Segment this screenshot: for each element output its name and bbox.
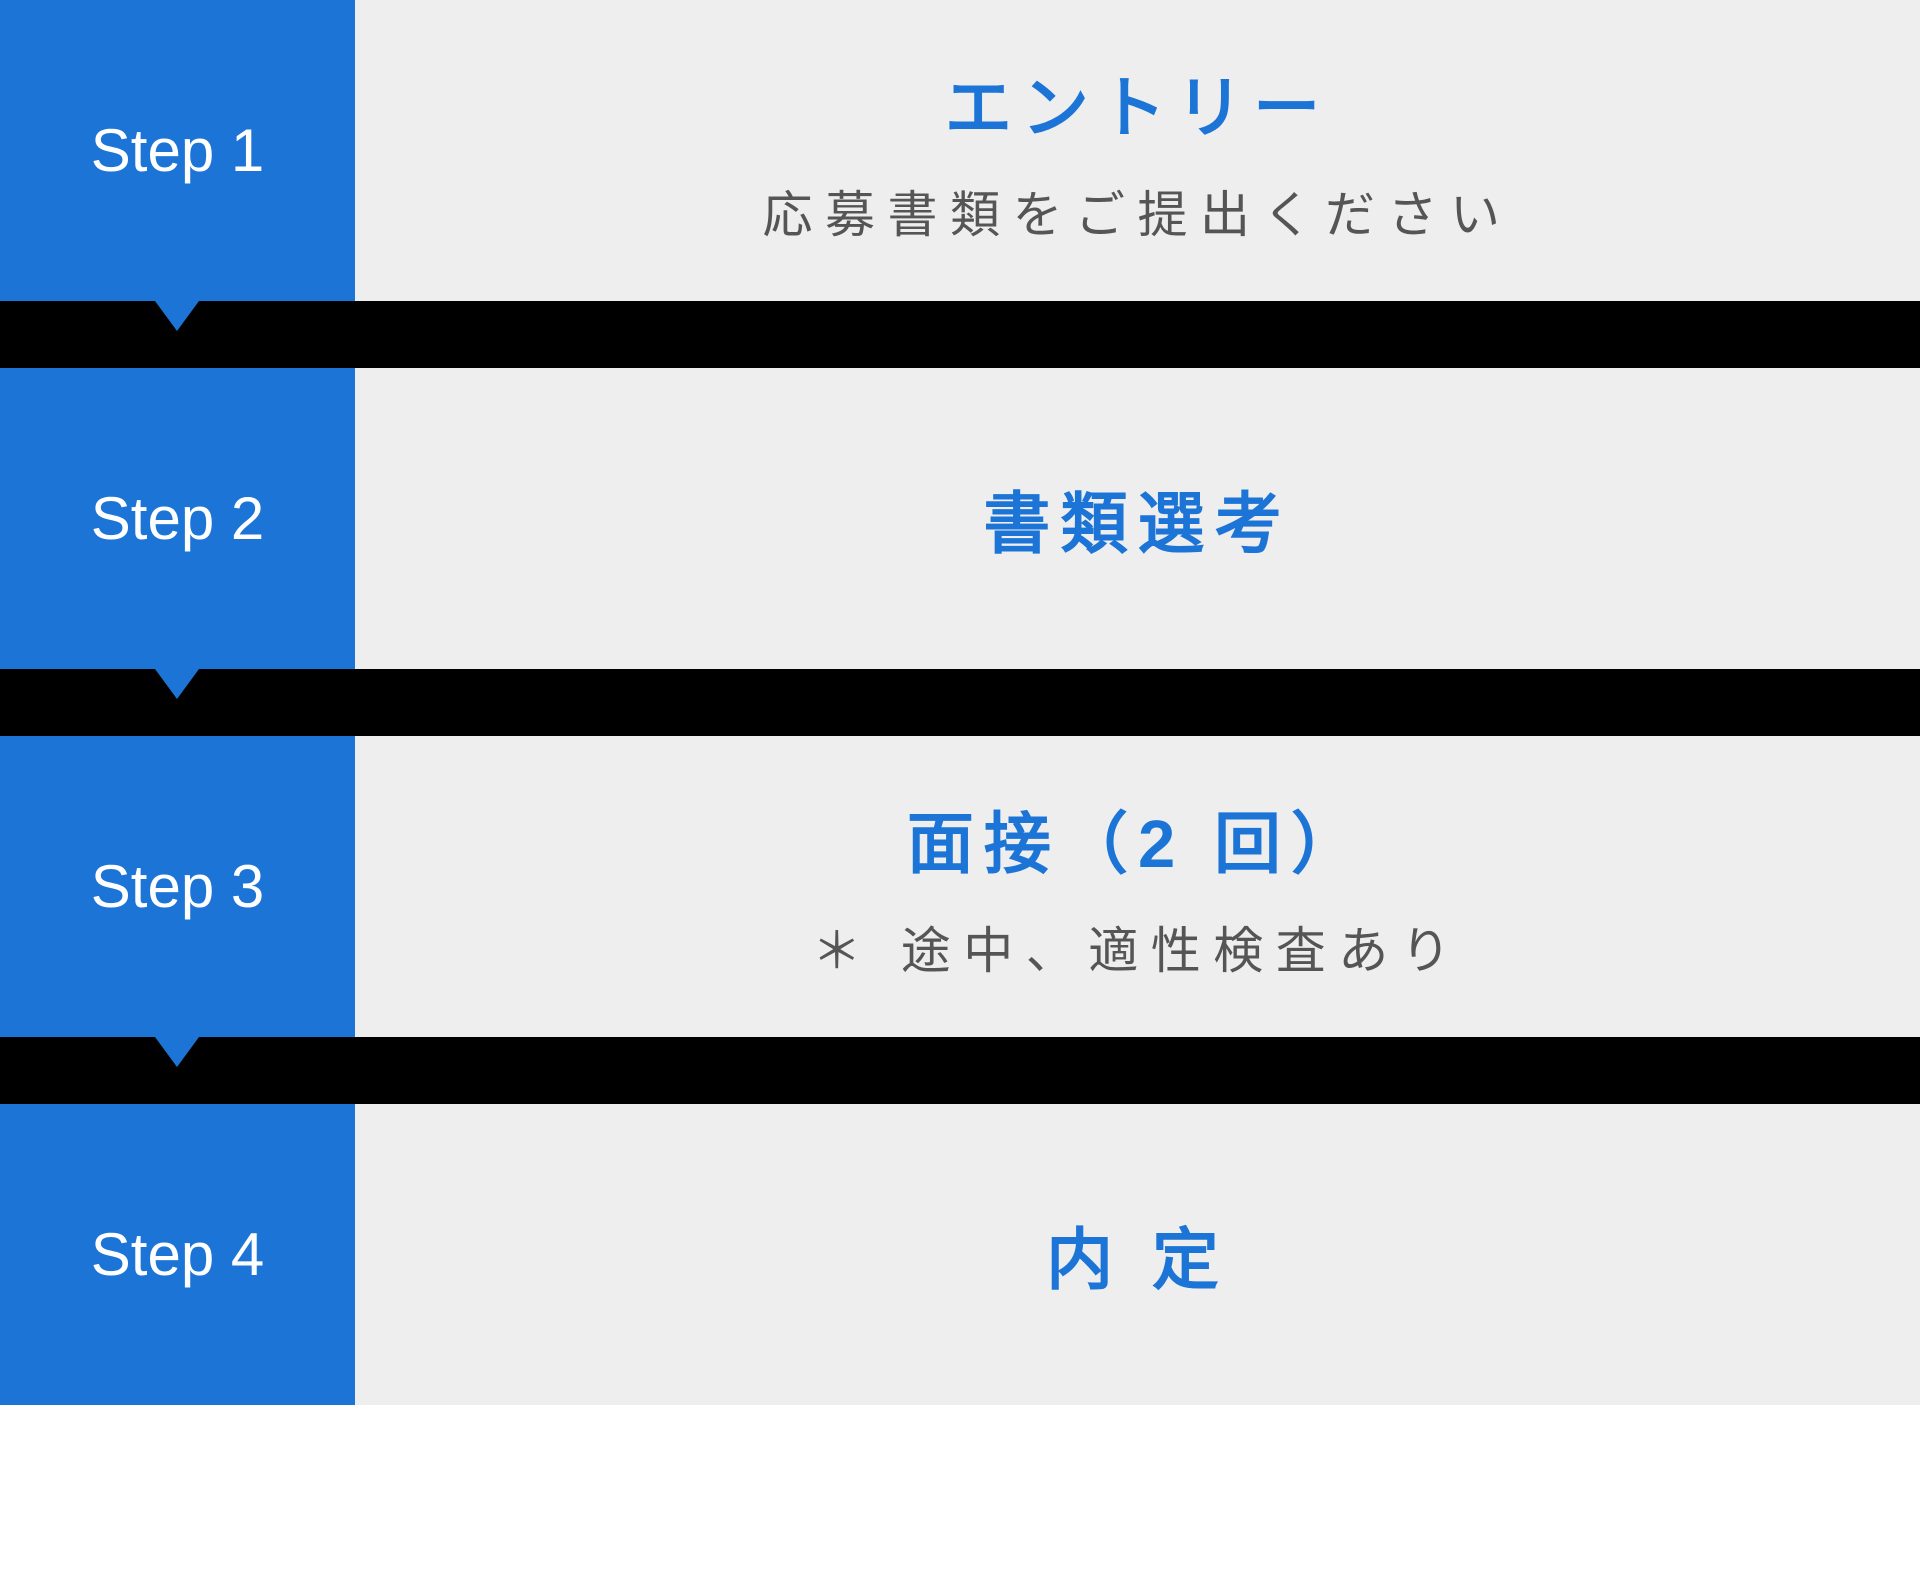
arrow-down-icon-2	[155, 669, 199, 699]
step-content-2: 書類選考	[355, 368, 1920, 669]
step-title-4: 内 定	[1046, 1206, 1229, 1303]
step-row-1: Step 1 エントリー 応募書類をご提出ください	[0, 0, 1920, 301]
arrow-down-icon-3	[155, 1037, 199, 1067]
step-label-3: Step 3	[0, 736, 355, 1037]
step-label-text-2: Step 2	[91, 484, 264, 553]
step-row-3: Step 3 面接（2 回） ＊ 途中、適性検査あり	[0, 736, 1920, 1037]
divider-3	[0, 1037, 1920, 1104]
step-content-4: 内 定	[355, 1104, 1920, 1405]
step-row-2: Step 2 書類選考	[0, 368, 1920, 669]
step-subtitle-3: ＊ 途中、適性検査あり	[812, 911, 1463, 983]
step-label-2: Step 2	[0, 368, 355, 669]
divider-2	[0, 669, 1920, 736]
step-label-text-4: Step 4	[91, 1220, 264, 1289]
step-row-4: Step 4 内 定	[0, 1104, 1920, 1405]
step-title-2: 書類選考	[983, 470, 1291, 567]
divider-1	[0, 301, 1920, 368]
arrow-down-icon-1	[155, 301, 199, 331]
step-label-text-1: Step 1	[91, 116, 264, 185]
step-label-text-3: Step 3	[91, 852, 264, 921]
step-title-3: 面接（2 回）	[907, 790, 1368, 887]
step-subtitle-1: 応募書類をご提出ください	[763, 175, 1513, 247]
step-content-1: エントリー 応募書類をご提出ください	[355, 0, 1920, 301]
step-label-4: Step 4	[0, 1104, 355, 1405]
step-title-1: エントリー	[945, 54, 1330, 151]
step-label-1: Step 1	[0, 0, 355, 301]
steps-container: Step 1 エントリー 応募書類をご提出ください Step 2 書類選考 St…	[0, 0, 1920, 1405]
step-content-3: 面接（2 回） ＊ 途中、適性検査あり	[355, 736, 1920, 1037]
